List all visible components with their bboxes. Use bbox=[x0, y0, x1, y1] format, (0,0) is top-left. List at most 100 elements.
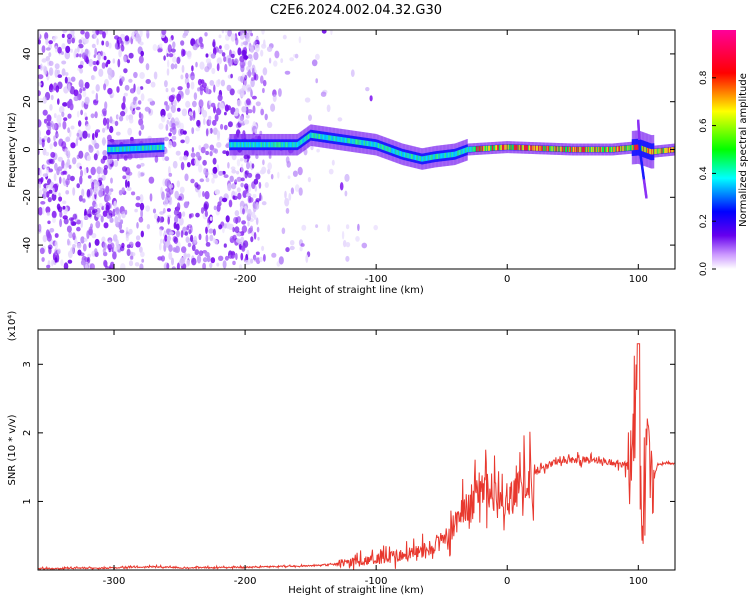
ridge-core bbox=[414, 154, 417, 161]
noise-speck bbox=[227, 183, 232, 192]
ridge-core bbox=[641, 146, 644, 152]
ridge-core bbox=[385, 145, 387, 151]
noise-speck bbox=[160, 108, 166, 118]
noise-speck bbox=[255, 154, 259, 160]
noise-speck bbox=[294, 184, 300, 192]
ridge-core bbox=[428, 155, 430, 161]
noise-speck bbox=[246, 161, 250, 170]
noise-speck bbox=[67, 250, 73, 259]
noise-speck bbox=[90, 166, 96, 176]
ridge-core bbox=[634, 144, 637, 151]
noise-speck bbox=[234, 210, 240, 217]
ridge-core bbox=[463, 148, 465, 154]
noise-speck bbox=[168, 251, 173, 260]
noise-speck bbox=[123, 55, 127, 63]
ridge-core bbox=[663, 148, 665, 154]
ridge-core bbox=[478, 146, 480, 152]
ridge-core bbox=[282, 142, 284, 148]
noise-speck bbox=[185, 201, 189, 207]
noise-speck bbox=[139, 72, 145, 79]
ridge-spike bbox=[638, 149, 642, 152]
ridge-core bbox=[566, 146, 568, 152]
noise-speck bbox=[137, 171, 141, 179]
ridge-core bbox=[243, 142, 245, 148]
ridge-core bbox=[416, 155, 418, 161]
noise-speck bbox=[72, 187, 76, 196]
noise-speck bbox=[180, 161, 185, 171]
spectrogram-y-tick-label: 20 bbox=[22, 95, 33, 108]
noise-speck bbox=[261, 43, 267, 49]
noise-speck bbox=[198, 99, 204, 108]
noise-speck bbox=[62, 205, 66, 210]
noise-speck bbox=[355, 236, 360, 242]
noise-speck bbox=[100, 158, 106, 164]
ridge-core bbox=[294, 142, 296, 148]
noise-speck bbox=[261, 30, 265, 35]
noise-speck bbox=[82, 90, 87, 98]
ridge-core bbox=[402, 151, 404, 157]
noise-speck bbox=[127, 180, 130, 189]
ridge-core bbox=[510, 144, 512, 150]
ridge-core bbox=[371, 141, 373, 147]
ridge-core bbox=[617, 146, 619, 152]
noise-speck bbox=[115, 239, 119, 247]
noise-speck bbox=[87, 253, 92, 258]
ridge-core bbox=[578, 146, 580, 153]
ridge-core bbox=[594, 146, 597, 153]
ridge-core bbox=[236, 142, 238, 148]
ridge-core bbox=[469, 146, 472, 152]
ridge-core bbox=[143, 145, 145, 151]
noise-speck bbox=[147, 98, 153, 102]
ridge-core bbox=[503, 144, 505, 150]
ridge-core bbox=[353, 138, 355, 145]
noise-speck bbox=[114, 120, 119, 127]
ridge-core bbox=[542, 145, 544, 152]
ridge-core bbox=[296, 142, 299, 148]
ridge-core bbox=[277, 142, 280, 148]
ridge-core bbox=[253, 142, 255, 148]
noise-speck bbox=[80, 30, 85, 35]
noise-speck bbox=[39, 168, 43, 177]
noise-speck bbox=[127, 127, 133, 136]
ridge-core bbox=[526, 145, 528, 151]
noise-speck bbox=[66, 33, 73, 39]
ridge-core bbox=[284, 142, 286, 148]
ridge-core bbox=[548, 146, 550, 152]
ridge-core bbox=[456, 150, 458, 157]
noise-speck bbox=[107, 67, 113, 76]
ridge-core bbox=[278, 142, 280, 148]
ridge-core bbox=[519, 144, 521, 151]
noise-speck bbox=[78, 150, 84, 159]
ridge-core bbox=[273, 142, 276, 148]
ridge-core bbox=[464, 148, 466, 154]
noise-speck bbox=[46, 264, 51, 269]
noise-speck bbox=[89, 263, 95, 269]
noise-speck bbox=[79, 175, 83, 185]
ridge-core bbox=[459, 149, 461, 155]
ridge-core bbox=[594, 146, 596, 153]
noise-speck bbox=[171, 122, 176, 130]
noise-speck bbox=[212, 166, 218, 174]
ridge-core bbox=[229, 142, 232, 148]
ridge-core bbox=[621, 145, 623, 152]
noise-speck bbox=[216, 63, 220, 72]
noise-speck bbox=[169, 231, 174, 236]
noise-speck bbox=[205, 58, 211, 64]
noise-speck bbox=[38, 189, 43, 196]
ridge-core bbox=[123, 146, 126, 152]
noise-speck bbox=[94, 142, 100, 149]
ridge-core bbox=[264, 142, 266, 148]
snr-background bbox=[38, 330, 675, 570]
noise-speck bbox=[98, 189, 103, 198]
noise-speck bbox=[235, 37, 239, 46]
ridge-core bbox=[112, 146, 115, 153]
ridge-core bbox=[553, 146, 555, 152]
noise-speck bbox=[278, 88, 282, 97]
ridge-core bbox=[615, 146, 617, 152]
noise-speck bbox=[285, 207, 290, 214]
ridge-core bbox=[348, 138, 350, 144]
noise-speck bbox=[177, 107, 181, 112]
noise-speck bbox=[222, 225, 225, 234]
ridge-core bbox=[490, 145, 492, 151]
